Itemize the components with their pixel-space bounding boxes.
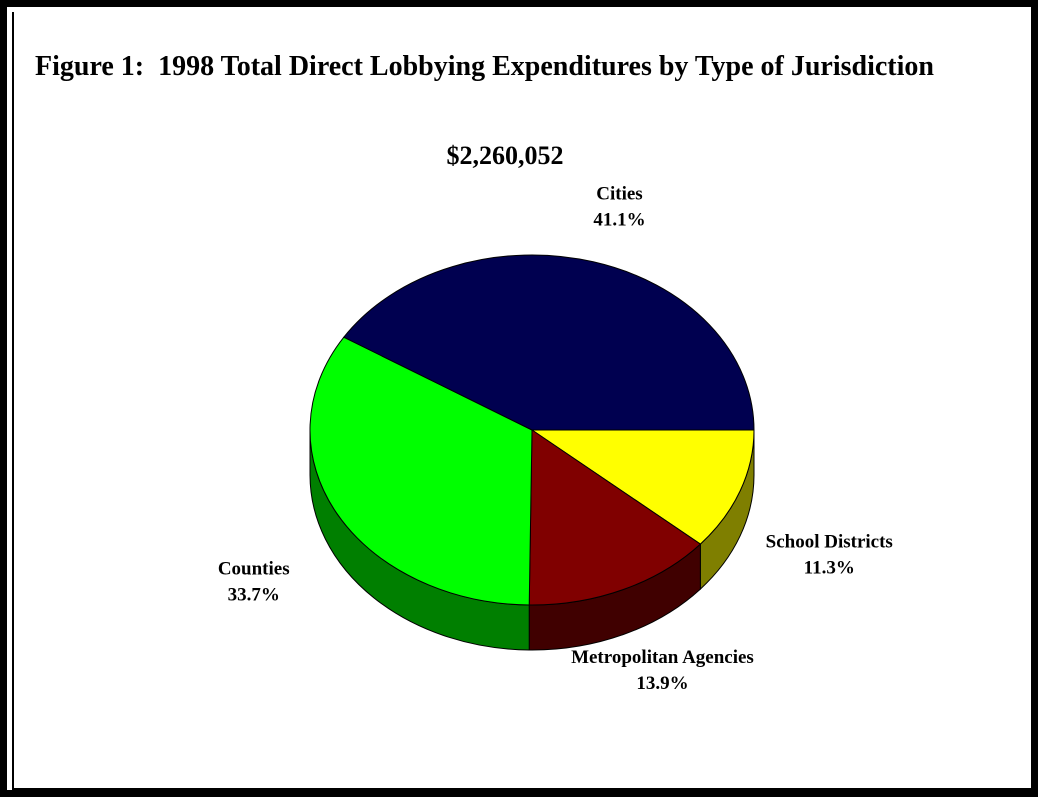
slice	[343, 254, 755, 431]
slice-value-label: 41.1%	[593, 209, 645, 230]
slice	[309, 336, 533, 606]
slice-label: Cities	[596, 183, 642, 204]
slice-value-label: 13.9%	[636, 673, 688, 694]
slice-value-label: 11.3%	[804, 558, 855, 579]
slice	[530, 429, 755, 545]
chart-subtitle: $2,260,052	[447, 141, 564, 170]
slice-label: Metropolitan Agencies	[571, 647, 754, 668]
slice-label: School Districts	[766, 532, 893, 553]
slice-label: Counties	[218, 559, 290, 580]
inner-frame	[12, 12, 1031, 790]
slice-value-label: 33.7%	[228, 585, 280, 606]
chart-title: Figure 1: 1998 Total Direct Lobbying Exp…	[35, 51, 934, 82]
slice	[528, 429, 702, 606]
